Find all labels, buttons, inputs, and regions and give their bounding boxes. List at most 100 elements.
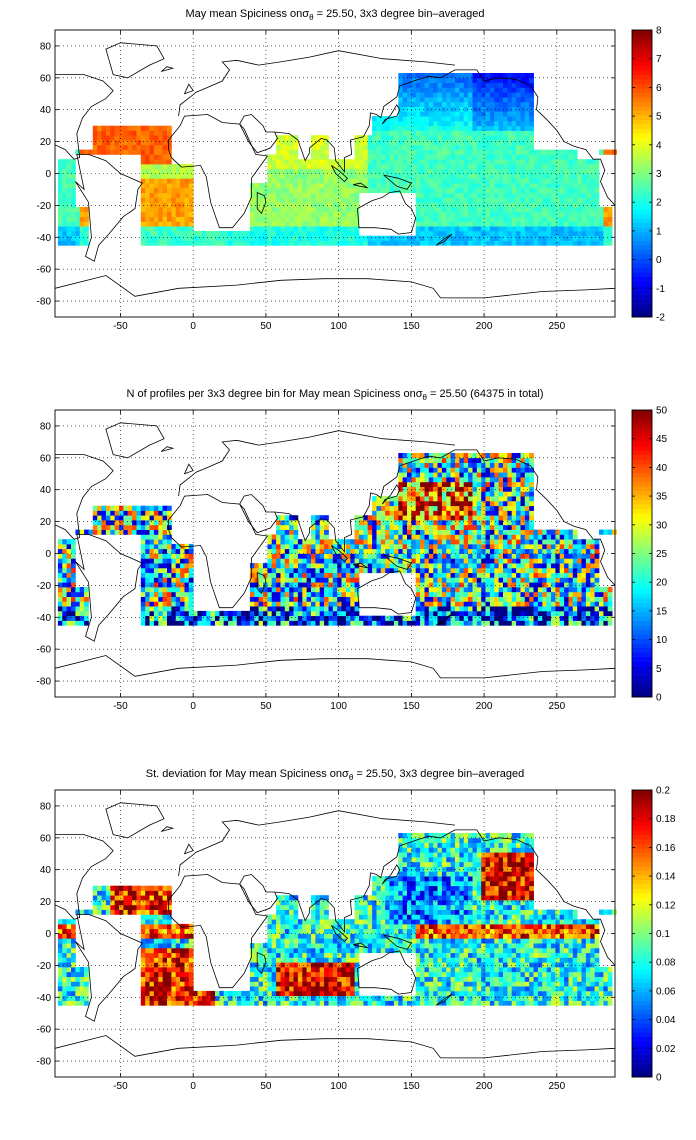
heatmap-cell [302,543,308,550]
heatmap-cell [66,558,72,564]
heatmap-cell [489,183,495,189]
heatmap-cell [407,97,412,103]
heatmap-cell [546,529,552,535]
heatmap-cell [411,144,417,150]
heatmap-cell [153,135,159,141]
heatmap-cell [297,187,303,194]
heatmap-cell [441,211,447,217]
heatmap-cell [441,116,447,122]
heatmap-cell [446,615,452,621]
heatmap-cell [71,587,76,593]
heatmap-cell [551,591,556,597]
heatmap-cell [599,606,604,612]
heatmap-cell [398,563,404,569]
heatmap-cell [450,106,456,112]
heatmap-cell [428,92,434,98]
heatmap-cell [175,548,181,554]
heatmap-cell [485,183,491,189]
heatmap-cell [433,183,438,189]
heatmap-cell [158,558,164,564]
axes-frame [54,29,616,318]
heatmap-cell [437,610,443,617]
heatmap-cell [559,216,565,222]
heatmap-cell [468,211,473,217]
heatmap-cell [411,87,417,93]
heatmap-cell [280,202,286,208]
heatmap-cell [385,149,390,155]
heatmap-cell [105,135,111,141]
heatmap-cell [167,548,172,554]
heatmap-cell [559,230,565,237]
heatmap-cell [162,183,168,189]
heatmap-cell [389,615,395,621]
heatmap-cell [289,207,294,213]
heatmap-cell [507,173,513,179]
heatmap-cell [372,130,377,136]
heatmap-cell [149,163,155,170]
heatmap-cell [123,505,129,511]
heatmap-cell [516,197,521,203]
heatmap-cell [311,202,316,208]
heatmap-cell [463,515,469,521]
heatmap-cell [420,116,425,122]
heatmap-cell [66,563,72,569]
heatmap-cell [337,567,342,574]
heatmap-cell [167,620,172,626]
heatmap-cell [267,163,273,170]
heatmap-cell [297,567,303,574]
heatmap-cell [420,130,425,136]
heatmap-cell [450,486,456,492]
heatmap-cell [437,563,443,569]
heatmap-cell [407,615,412,621]
heatmap-cell [459,192,465,198]
heatmap-cell [594,202,600,208]
heatmap-cells [57,453,617,626]
heatmap-cell [62,202,68,208]
heatmap-cell [590,202,596,208]
heatmap-cell [293,187,299,194]
heatmap-cell [468,197,473,203]
colorbar-segment [632,263,652,268]
heatmap-cell [376,178,382,184]
heatmap-cell [297,591,303,597]
heatmap-cell [254,197,260,203]
heatmap-cell [232,235,238,241]
heatmap-cell [455,116,460,122]
colorbar-segment [632,299,652,304]
heatmap-cell [581,563,587,569]
heatmap-cell [564,553,569,559]
heatmap-cell [271,582,277,588]
heatmap-cell [153,510,159,516]
heatmap-cell [507,610,513,617]
heatmap-cell [424,601,430,607]
heatmap-cell [158,601,164,607]
heatmap-cell [529,505,534,511]
heatmap-cell [254,216,260,222]
heatmap-cell [481,510,486,516]
heatmap-cell [524,481,530,487]
heatmap-cell [481,192,486,198]
heatmap-cell [302,178,308,184]
heatmap-cell [433,563,438,569]
heatmap-cell [284,149,290,155]
heatmap-cell [145,159,150,165]
heatmap-cell [511,543,517,550]
heatmap-cell [485,207,491,213]
heatmap-cell [407,235,412,241]
heatmap-cell [437,197,443,203]
heatmap-cell [524,183,530,189]
heatmap-cell [433,591,438,597]
heatmap-cell [66,553,72,559]
heatmap-cell [481,491,486,497]
heatmap-cell [180,601,185,607]
heatmap-cell [455,481,460,487]
heatmap-cell [372,144,377,150]
heatmap-cell [119,135,124,141]
heatmap-cell [428,591,434,597]
heatmap-cell [84,216,89,222]
heatmap-cell [581,173,587,179]
heatmap-cell [603,216,609,222]
heatmap-cell [407,496,412,502]
heatmap-cell [433,178,438,184]
heatmap-cell [306,587,312,593]
